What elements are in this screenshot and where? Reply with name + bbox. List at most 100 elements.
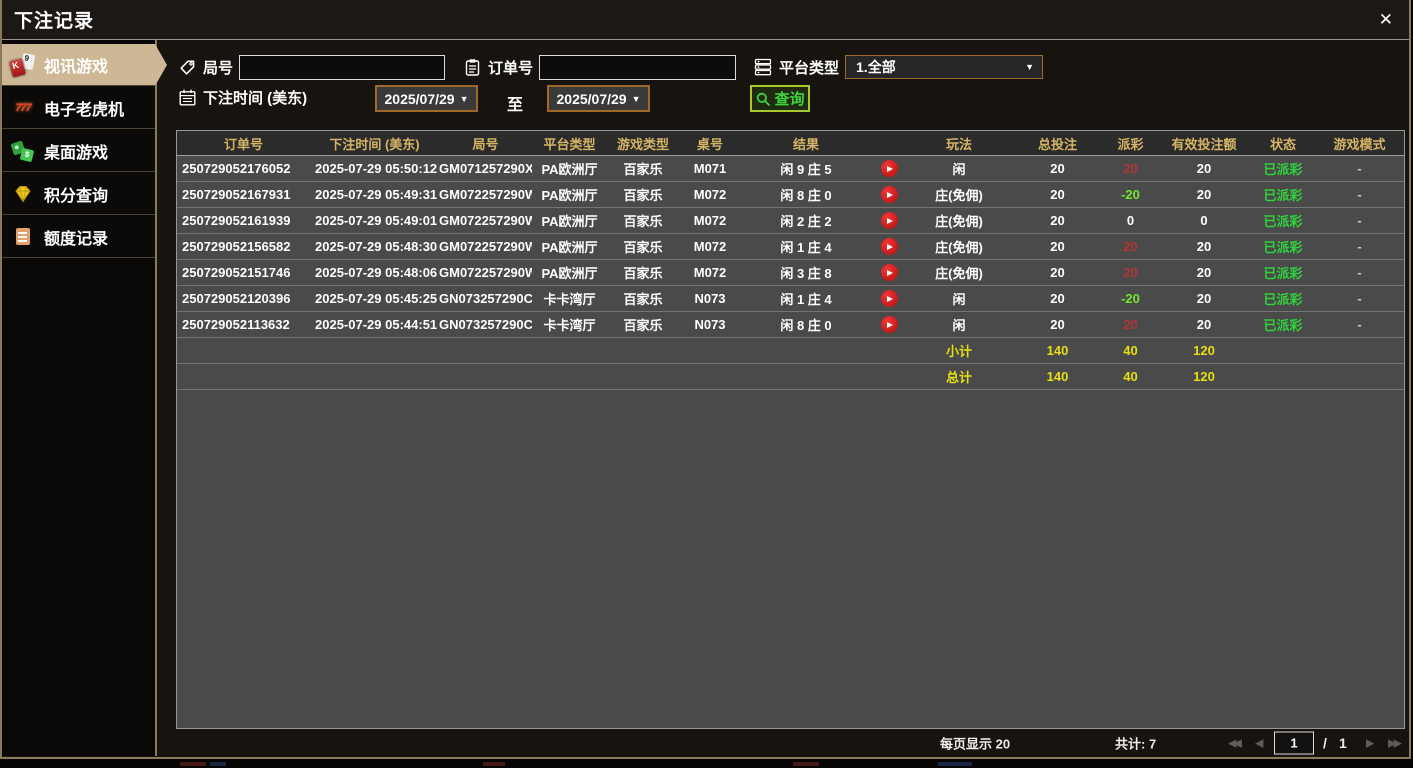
dice-money-icon: $ (10, 139, 35, 162)
platform-type-select[interactable]: 1.全部 ▼ (845, 55, 1044, 79)
date-to-value: 2025/07/29 (556, 90, 627, 107)
result-cell: 闲 3 庄 8 (780, 266, 832, 281)
valid-bet-cell: 120 (1193, 343, 1215, 358)
result-cell: 闲 9 庄 5 (780, 162, 832, 177)
total-bet-cell: 20 (1050, 265, 1065, 280)
round-no-cell: GM072257290W... (439, 265, 532, 280)
valid-bet-cell: 0 (1200, 213, 1208, 228)
next-page-icon[interactable]: ▶ (1366, 737, 1375, 749)
game-type-cell: 百家乐 (623, 214, 663, 229)
valid-bet-cell: 20 (1196, 265, 1212, 280)
round-no-cell: GM071257290XN (439, 161, 532, 176)
column-header: 桌号 (696, 136, 723, 152)
page-total: 1 (1339, 734, 1347, 751)
query-button[interactable]: 查询 (750, 85, 810, 112)
game-mode-cell: - (1357, 213, 1362, 228)
page-separator: / (1323, 734, 1327, 751)
order-number-input[interactable] (539, 55, 737, 80)
sidebar-item-label: 积分查询 (44, 187, 109, 205)
table-row: 250729052167931 2025-07-29 05:49:31 GM0722… (177, 182, 1404, 208)
total-bet-cell: 140 (1046, 369, 1069, 384)
platform-cell: 卡卡湾厅 (543, 292, 596, 307)
table-row: 250729052161939 2025-07-29 05:49:01 GM0722… (177, 208, 1404, 234)
platform-cell: PA欧洲厅 (541, 188, 598, 203)
last-page-icon[interactable]: ▶▶ (1388, 737, 1402, 749)
column-header: 总投注 (1037, 136, 1077, 152)
video-replay-button[interactable] (880, 186, 898, 204)
replay-cell (871, 186, 907, 204)
chevron-down-icon: ▼ (631, 93, 641, 104)
bet-time-cell: 2025-07-29 05:45:25 (315, 291, 438, 306)
video-replay-button[interactable] (880, 316, 898, 334)
background-artifact (210, 762, 226, 766)
order-number-filter: 订单号 (463, 55, 737, 80)
prev-page-icon[interactable]: ◀ (1255, 737, 1264, 749)
game-mode-cell: - (1357, 317, 1362, 332)
order-no-cell: 250729052167931 (182, 187, 291, 202)
game-type-cell: 百家乐 (623, 266, 663, 281)
total-bet-cell: 20 (1050, 187, 1065, 202)
status-cell: 已派彩 (1263, 318, 1303, 333)
sidebar-item-points-query[interactable]: 积分查询 (2, 173, 155, 215)
valid-bet-cell: 20 (1196, 317, 1212, 332)
bet-time-cell: 2025-07-29 05:48:30 (315, 239, 438, 254)
play-type-cell: 庄(免佣) (935, 240, 983, 255)
column-header: 游戏类型 (616, 136, 669, 152)
close-icon[interactable]: ✕ (1378, 10, 1393, 29)
platform-cell: PA欧洲厅 (541, 240, 598, 255)
video-replay-button[interactable] (880, 212, 898, 230)
video-replay-button[interactable] (880, 290, 898, 308)
play-type-cell: 总计 (945, 370, 972, 385)
table-row: 250729052176052 2025-07-29 05:50:12 GM0712… (177, 156, 1404, 182)
payout-cell: 20 (1123, 317, 1138, 332)
sidebar-item-credit-records[interactable]: 额度记录 (2, 216, 155, 258)
column-header: 游戏模式 (1333, 136, 1386, 152)
game-type-cell: 百家乐 (623, 188, 663, 203)
chevron-down-icon: ▼ (459, 93, 469, 104)
status-cell: 已派彩 (1263, 240, 1303, 255)
result-cell: 闲 2 庄 2 (780, 214, 832, 229)
bet-time-filter-label: 下注时间 (美东) (178, 87, 307, 108)
date-from-picker[interactable]: 2025/07/29 ▼ (375, 85, 478, 112)
play-type-cell: 小计 (945, 344, 972, 359)
sidebar-item-label: 额度记录 (44, 230, 109, 248)
sidebar-item-slots[interactable]: 777 电子老虎机 (2, 87, 155, 129)
sidebar-item-table-games[interactable]: $ 桌面游戏 (2, 130, 155, 172)
payout-cell: -20 (1121, 187, 1140, 202)
result-cell: 闲 8 庄 0 (780, 188, 832, 203)
bet-time-cell: 2025-07-29 05:44:51 (315, 317, 438, 332)
order-no-cell: 250729052113632 (182, 317, 290, 332)
play-type-cell: 闲 (952, 318, 966, 333)
background-artifact (793, 762, 819, 766)
date-to-picker[interactable]: 2025/07/29 ▼ (547, 85, 650, 112)
result-cell: 闲 1 庄 4 (780, 240, 832, 255)
round-number-input[interactable] (239, 55, 446, 80)
payout-cell: 20 (1123, 265, 1138, 280)
game-mode-cell: - (1357, 239, 1362, 254)
round-no-cell: GM072257290W... (439, 213, 532, 228)
valid-bet-cell: 20 (1196, 291, 1212, 306)
order-no-cell: 250729052156582 (182, 239, 291, 254)
game-mode-cell: - (1357, 265, 1362, 280)
video-replay-button[interactable] (880, 160, 898, 178)
replay-cell (871, 290, 907, 308)
window-title: 下注记录 (14, 11, 95, 32)
total-bet-cell: 140 (1046, 343, 1069, 358)
replay-cell (871, 316, 907, 334)
round-number-filter: 局号 (178, 55, 446, 80)
column-header: 平台类型 (543, 136, 596, 152)
page-number-input[interactable] (1274, 731, 1314, 754)
play-type-cell: 庄(免佣) (935, 266, 983, 281)
replay-cell (871, 212, 907, 230)
order-no-cell: 250729052161939 (182, 213, 291, 228)
first-page-icon[interactable]: ◀◀ (1228, 737, 1242, 749)
valid-bet-cell: 120 (1193, 369, 1215, 384)
video-replay-button[interactable] (880, 238, 898, 256)
video-replay-button[interactable] (880, 264, 898, 282)
background-artifact (938, 762, 972, 766)
sidebar-item-label: 视讯游戏 (44, 58, 109, 76)
game-mode-cell: - (1357, 161, 1362, 176)
